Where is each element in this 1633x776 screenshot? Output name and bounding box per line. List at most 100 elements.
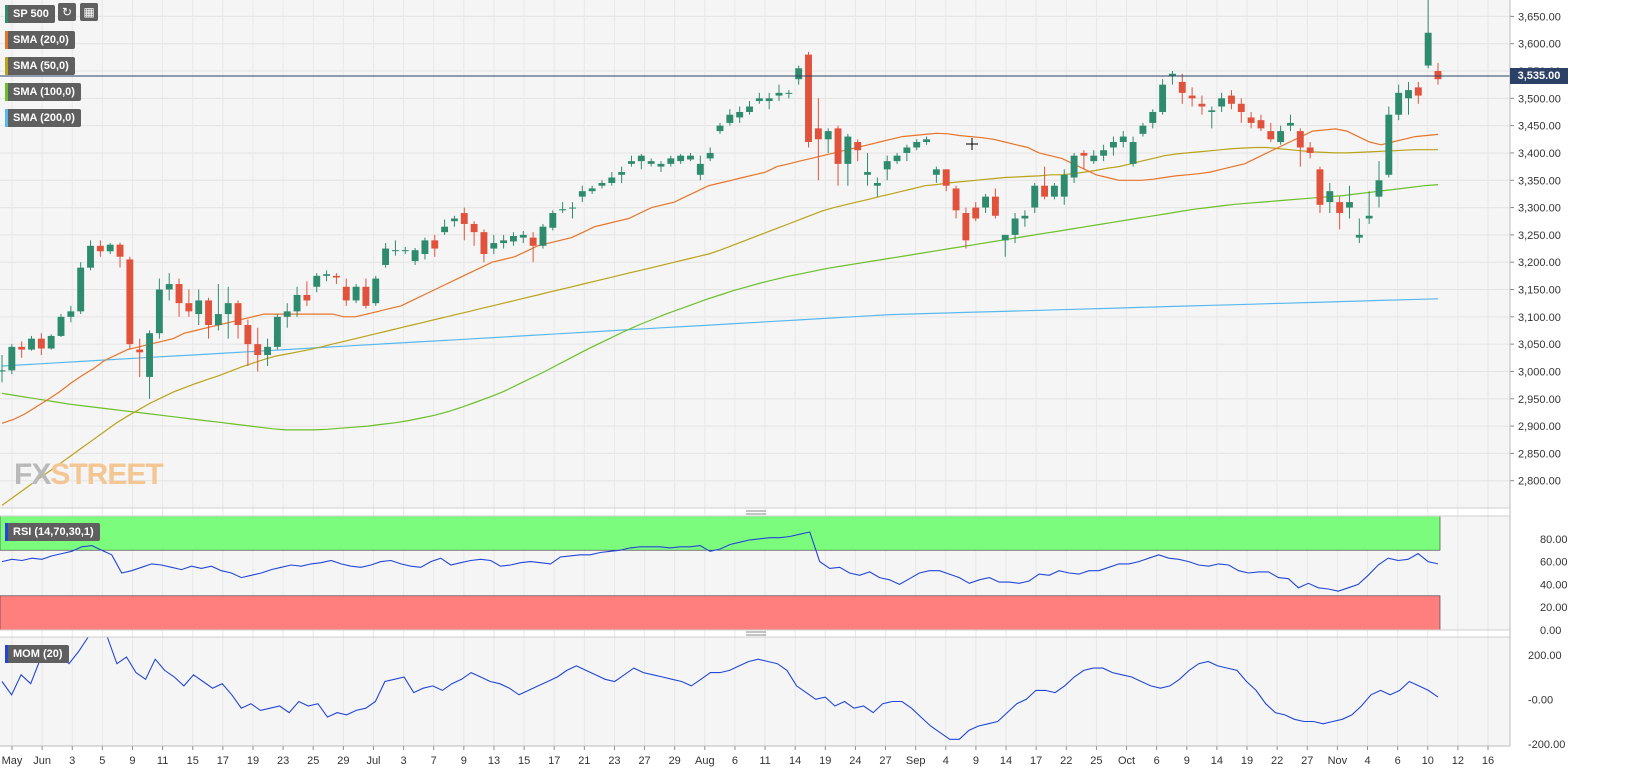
candle [1208, 106, 1216, 129]
panel-resize-handle[interactable] [746, 631, 766, 636]
candle [1434, 62, 1442, 85]
candle-body [382, 248, 390, 265]
candle-body [1100, 150, 1108, 156]
candle-body [893, 155, 901, 162]
x-tick-label: 16 [1482, 755, 1494, 767]
candle [224, 286, 232, 339]
refresh-icon[interactable]: ↻ [58, 3, 76, 21]
candle [1257, 114, 1265, 132]
candle-body [883, 161, 891, 170]
legend-sma20[interactable]: SMA (20,0) [5, 31, 75, 49]
x-tick-label: Aug [695, 755, 715, 767]
candle [1267, 122, 1275, 143]
candle-body [1257, 120, 1265, 129]
legend-sma50[interactable]: SMA (50,0) [5, 57, 75, 75]
panel-resize-handle[interactable] [746, 510, 766, 515]
candle [87, 240, 94, 271]
rsi-y-tick-label: 40.00 [1540, 579, 1568, 591]
candle-body [224, 303, 232, 315]
candle-body [460, 213, 468, 224]
calendar-icon[interactable]: ▦ [80, 3, 98, 21]
candle-body [1346, 202, 1353, 208]
candle-body [303, 294, 311, 301]
candle [28, 335, 35, 351]
candle-body [913, 142, 921, 148]
candle [96, 240, 104, 257]
candle-body [873, 182, 881, 186]
candle-body [1011, 218, 1019, 235]
x-tick-label: 27 [879, 755, 891, 767]
y-tick-label: 3,000.00 [1518, 366, 1561, 378]
candle [175, 278, 183, 317]
sma100-line [1, 184, 1439, 431]
candle [873, 177, 881, 197]
candle-body [510, 235, 517, 242]
x-tick-label: 14 [1211, 755, 1223, 767]
rsi-y-tick-label: 60.00 [1540, 557, 1568, 569]
x-tick-label: 29 [337, 755, 349, 767]
candle [854, 139, 862, 162]
rsi-y-tick-label: 0.00 [1540, 625, 1561, 637]
candle-body [1119, 136, 1127, 143]
candle-body [342, 286, 350, 301]
candle [500, 234, 508, 249]
legend-mom[interactable]: MOM (20) [5, 645, 69, 663]
candle-body [628, 161, 635, 164]
x-tick-label: Jun [33, 755, 51, 767]
candle-body [578, 191, 586, 197]
candle-body [293, 294, 301, 312]
candle-body [519, 234, 527, 238]
candle-body [1316, 169, 1324, 205]
legend-sma200[interactable]: SMA (200,0) [5, 109, 81, 127]
candle-body [923, 139, 930, 143]
candle-body [559, 209, 567, 211]
y-tick-label: 2,800.00 [1518, 476, 1561, 488]
candle-body [1129, 142, 1137, 164]
legend-mom-label: MOM (20) [13, 648, 63, 660]
legend-sma200-label: SMA (200,0) [13, 112, 75, 124]
candle-body [450, 218, 458, 222]
x-tick-label: 12 [1452, 755, 1464, 767]
legend-sma100[interactable]: SMA (100,0) [5, 83, 81, 101]
candle [214, 284, 222, 331]
candlesticks [0, 0, 1442, 399]
candle-body [1050, 185, 1058, 197]
y-tick-label: 2,950.00 [1518, 394, 1561, 406]
x-tick-label: Jul [366, 755, 380, 767]
candle [1395, 84, 1403, 121]
candle-body [1424, 32, 1432, 66]
candle [677, 154, 685, 164]
candle-body [637, 155, 645, 162]
candle-body [726, 114, 734, 123]
candle [559, 202, 567, 214]
candle [569, 202, 576, 219]
legend-symbol[interactable]: SP 500 [5, 5, 55, 23]
candle-body [106, 244, 114, 252]
candle [1306, 142, 1314, 159]
candle [952, 185, 960, 219]
candle [480, 229, 488, 263]
candle-body [1355, 234, 1363, 238]
candle [716, 122, 724, 134]
logo-part-street: STREET [50, 458, 163, 491]
candle [1365, 191, 1373, 224]
candle [864, 152, 871, 186]
candle [893, 152, 901, 164]
crosshair-cursor-icon [966, 138, 978, 150]
candle-body [77, 267, 85, 312]
x-tick-label: 27 [638, 755, 650, 767]
x-tick-label: 25 [307, 755, 319, 767]
candle-body [0, 370, 6, 372]
candle-body [687, 155, 694, 160]
candle [401, 246, 409, 254]
candle-body [864, 172, 871, 175]
candle-body [765, 98, 773, 102]
candle [883, 155, 891, 181]
candle-body [37, 338, 45, 349]
legend-sma20-label: SMA (20,0) [13, 34, 69, 46]
rsi-panel: 80.00 60.00 40.00 20.00 0.00 [0, 515, 1568, 637]
legend-rsi[interactable]: RSI (14,70,30,1) [5, 523, 100, 541]
candle-body [1336, 202, 1344, 214]
mom-panel-background [0, 637, 1510, 746]
candle-body [1228, 95, 1235, 104]
